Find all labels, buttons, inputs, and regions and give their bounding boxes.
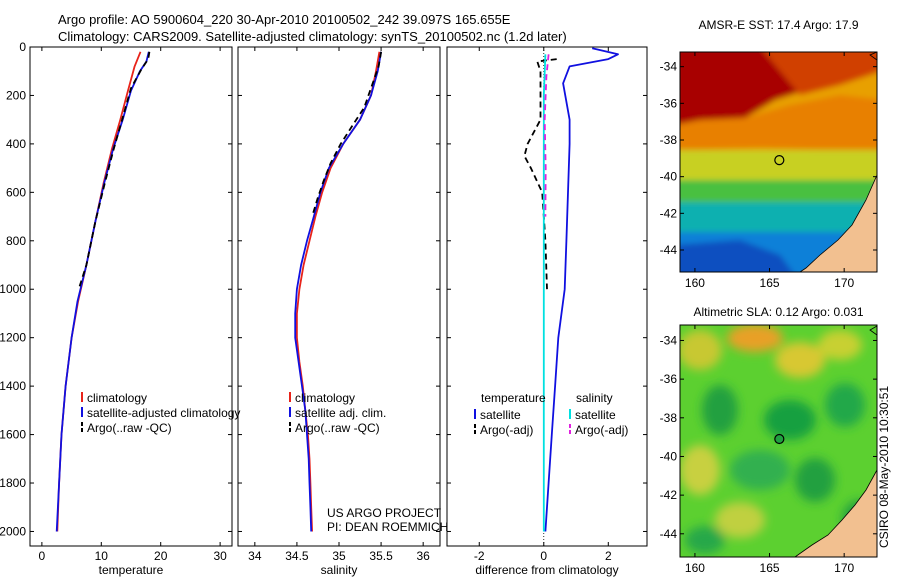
temperature-xtick-label: 20: [154, 549, 168, 563]
amsre-sst-ytick-label: -40: [660, 170, 678, 184]
salinity-xtick-label: 34: [248, 549, 262, 563]
difference-legend-label: Argo(-adj): [575, 423, 628, 437]
difference-xtick-label: 0: [540, 549, 547, 563]
depth-tick-label: 1000: [0, 282, 26, 296]
altimetric-sla-ytick-label: -34: [660, 333, 678, 347]
altimetric-sla-ytick-label: -44: [660, 527, 678, 541]
amsre-sst-xtick-label: 165: [760, 276, 780, 290]
sst-map-image: [680, 52, 877, 272]
amsre-sst-ytick-label: -44: [660, 243, 678, 257]
figure-title-line2: Climatology: CARS2009. Satellite-adjuste…: [58, 29, 567, 44]
amsre-sst-ytick-label: -34: [660, 60, 678, 74]
difference-series-line: [542, 54, 547, 532]
amsre-sst-argo-marker: [774, 155, 785, 166]
altimetric-sla-argo-marker: [774, 433, 785, 445]
difference-frame: [446, 46, 648, 547]
altimetric-sla-ytick-label: -42: [660, 488, 678, 502]
difference-xlabel: difference from climatology: [475, 563, 618, 577]
salinity-legend-label: climatology: [295, 391, 355, 405]
difference-legend-label: Argo(-adj): [480, 423, 533, 437]
amsre-sst-ytick-label: -42: [660, 206, 678, 220]
difference-legend-heading: temperature: [481, 391, 546, 405]
project-annotation: US ARGO PROJECT: [327, 506, 442, 520]
salinity-xtick-label: 35.5: [369, 549, 393, 563]
generation-stamp: CSIRO 08-May-2010 10:30:51: [877, 385, 891, 548]
difference-xtick-label: -2: [474, 549, 485, 563]
figure-title-line1: Argo profile: AO 5900604_220 30-Apr-2010…: [58, 12, 511, 27]
altimetric-sla-ytick-label: -38: [660, 411, 678, 425]
salinity-xtick-label: 34.5: [285, 549, 309, 563]
salinity-xtick-label: 36: [416, 549, 430, 563]
temperature-xtick-label: 0: [39, 549, 46, 563]
difference-series-line: [544, 47, 619, 532]
altimetric-sla-frame: [679, 324, 878, 558]
difference-legend-heading: salinity: [576, 391, 613, 405]
depth-tick-label: 800: [6, 234, 26, 248]
temperature-legend-label: climatology: [87, 391, 147, 405]
project-annotation: PI: DEAN ROEMMICH: [327, 520, 448, 534]
altimetric-sla-title: Altimetric SLA: 0.12 Argo: 0.031: [693, 305, 863, 319]
difference-xtick-label: 2: [605, 549, 612, 563]
difference-series-line: [543, 54, 550, 217]
salinity-frame: [237, 46, 441, 547]
altimetric-sla-ytick-label: -40: [660, 449, 678, 463]
salinity-series-line: [294, 51, 382, 532]
salinity-legend-label: satellite adj. clim.: [295, 406, 386, 420]
depth-tick-label: 2000: [0, 524, 26, 538]
salinity-xlabel: salinity: [321, 563, 358, 577]
amsre-sst-frame: [679, 51, 878, 273]
temperature-legend-label: satellite-adjusted climatology: [87, 406, 240, 420]
salinity-xtick-label: 35: [332, 549, 346, 563]
temperature-xlabel: temperature: [99, 563, 164, 577]
depth-tick-label: 0: [19, 40, 26, 54]
difference-legend-label: satellite: [575, 408, 616, 422]
salinity-legend-label: Argo(..raw -QC): [295, 421, 380, 435]
amsre-sst-xtick-label: 170: [834, 276, 854, 290]
depth-tick-label: 200: [6, 88, 26, 102]
depth-tick-label: 1400: [0, 379, 26, 393]
amsre-sst-ytick-label: -36: [660, 96, 678, 110]
altimetric-sla-xtick-label: 160: [685, 561, 705, 575]
amsre-sst-title: AMSR-E SST: 17.4 Argo: 17.9: [698, 18, 858, 32]
amsre-sst-xtick-label: 160: [685, 276, 705, 290]
amsre-sst-ytick-label: -38: [660, 133, 678, 147]
depth-tick-label: 1600: [0, 428, 26, 442]
temperature-series-line: [55, 51, 150, 532]
temperature-frame: [29, 46, 233, 547]
temperature-xtick-label: 30: [213, 549, 227, 563]
depth-tick-label: 600: [6, 185, 26, 199]
depth-tick-label: 1800: [0, 476, 26, 490]
temperature-legend-label: Argo(..raw -QC): [87, 421, 172, 435]
altimetric-sla-ytick-label: -36: [660, 372, 678, 386]
depth-tick-label: 1200: [0, 331, 26, 345]
difference-series-line: [523, 58, 557, 290]
temperature-series-line: [56, 51, 142, 532]
salinity-series-line: [311, 51, 382, 217]
difference-legend-label: satellite: [480, 408, 521, 422]
temperature-series-line: [77, 51, 151, 290]
altimetric-sla-xtick-label: 165: [760, 561, 780, 575]
altimetric-sla-xtick-label: 170: [834, 561, 854, 575]
temperature-xtick-label: 10: [95, 549, 109, 563]
sla-map-image: [680, 325, 877, 557]
depth-tick-label: 400: [6, 137, 26, 151]
